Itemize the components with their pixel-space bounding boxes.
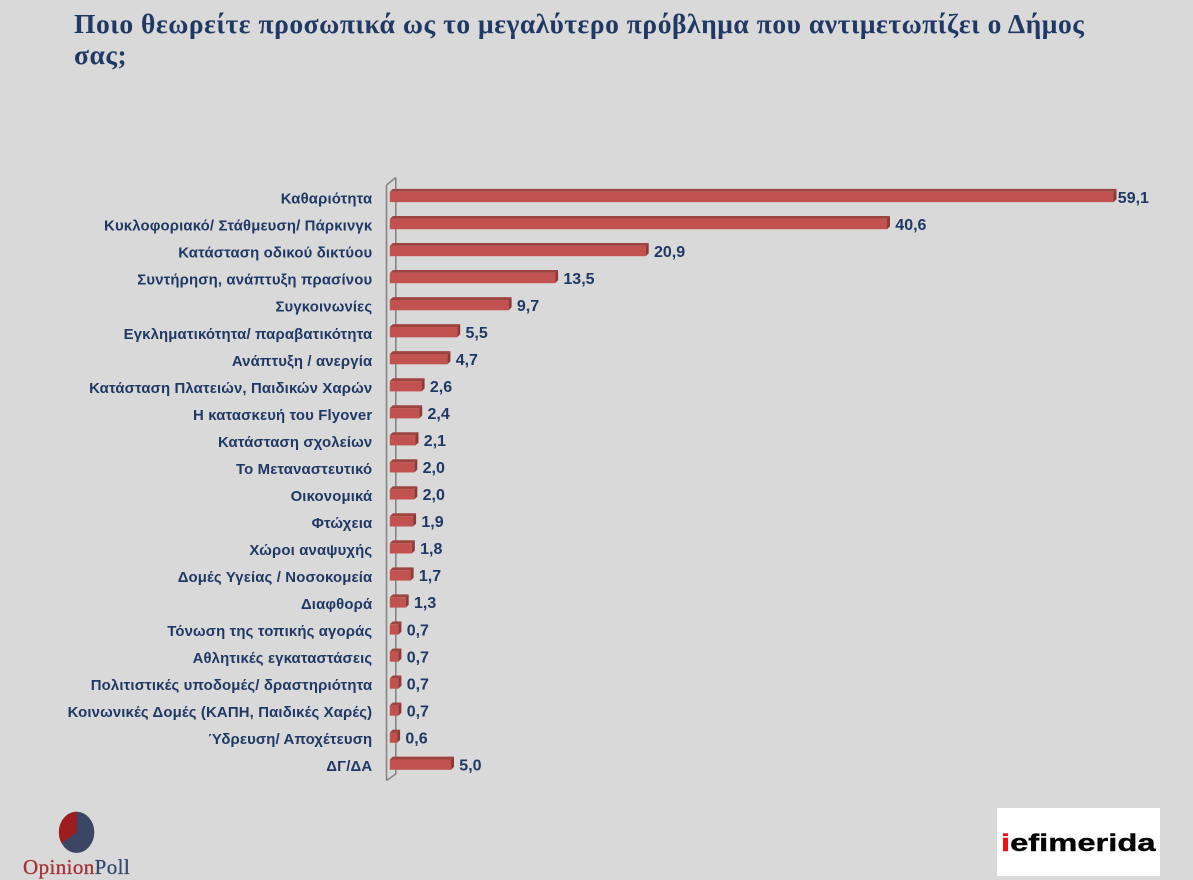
svg-text:9,7: 9,7 xyxy=(517,298,539,315)
svg-text:5,0: 5,0 xyxy=(459,757,481,774)
svg-text:Δομές Υγείας / Νοσοκομεία: Δομές Υγείας / Νοσοκομεία xyxy=(178,570,373,586)
svg-text:Κατάσταση Πλατειών, Παιδικών Χ: Κατάσταση Πλατειών, Παιδικών Χαρών xyxy=(89,381,372,397)
svg-text:Κατάσταση σχολείων: Κατάσταση σχολείων xyxy=(218,435,372,451)
svg-text:Τόνωση της τοπικής αγοράς: Τόνωση της τοπικής αγοράς xyxy=(167,624,372,640)
svg-text:1,8: 1,8 xyxy=(420,541,442,558)
svg-text:Χώροι αναψυχής: Χώροι αναψυχής xyxy=(249,543,372,559)
svg-text:Το Μεταναστευτικό: Το Μεταναστευτικό xyxy=(236,462,372,478)
svg-text:2,0: 2,0 xyxy=(423,460,445,477)
svg-text:5,5: 5,5 xyxy=(466,325,488,342)
svg-text:Καθαριότητα: Καθαριότητα xyxy=(281,192,373,208)
svg-text:Συντήρηση, ανάπτυξη πρασίνου: Συντήρηση, ανάπτυξη πρασίνου xyxy=(137,273,372,289)
svg-text:2,1: 2,1 xyxy=(424,433,446,450)
svg-text:2,4: 2,4 xyxy=(428,406,450,423)
svg-text:1,9: 1,9 xyxy=(421,514,443,531)
svg-text:Ύδρευση/ Αποχέτευση: Ύδρευση/ Αποχέτευση xyxy=(208,732,372,748)
svg-text:1,7: 1,7 xyxy=(419,568,441,585)
svg-text:0,7: 0,7 xyxy=(407,703,429,720)
svg-text:0,7: 0,7 xyxy=(407,622,429,639)
svg-text:2,6: 2,6 xyxy=(430,379,452,396)
svg-text:Συγκοινωνίες: Συγκοινωνίες xyxy=(275,300,372,316)
svg-text:Κατάσταση οδικού δικτύου: Κατάσταση οδικού δικτύου xyxy=(178,246,372,262)
svg-text:Διαφθορά: Διαφθορά xyxy=(301,597,372,613)
svg-text:Κυκλοφοριακό/ Στάθμευση/ Πάρκι: Κυκλοφοριακό/ Στάθμευση/ Πάρκινγκ xyxy=(104,219,373,235)
svg-text:13,5: 13,5 xyxy=(563,271,594,288)
svg-text:Η κατασκευή του Flyover: Η κατασκευή του Flyover xyxy=(193,408,372,424)
svg-text:Ανάπτυξη / ανεργία: Ανάπτυξη / ανεργία xyxy=(232,354,372,370)
svg-text:Οικονομικά: Οικονομικά xyxy=(291,489,373,505)
svg-text:4,7: 4,7 xyxy=(456,352,478,369)
svg-text:ΔΓ/ΔΑ: ΔΓ/ΔΑ xyxy=(326,759,372,775)
svg-text:Αθλητικές εγκαταστάσεις: Αθλητικές εγκαταστάσεις xyxy=(193,651,373,667)
svg-text:Φτώχεια: Φτώχεια xyxy=(312,516,373,532)
svg-text:Κοινωνικές Δομές (ΚΑΠΗ, Παιδικ: Κοινωνικές Δομές (ΚΑΠΗ, Παιδικές Χαρές) xyxy=(68,705,373,721)
svg-text:2,0: 2,0 xyxy=(423,487,445,504)
svg-text:0,7: 0,7 xyxy=(407,649,429,666)
svg-text:0,6: 0,6 xyxy=(405,730,427,747)
svg-text:40,6: 40,6 xyxy=(895,217,926,234)
svg-text:20,9: 20,9 xyxy=(654,244,685,261)
svg-text:1,3: 1,3 xyxy=(414,595,436,612)
svg-text:Πολιτιστικές υποδομές/ δραστηρ: Πολιτιστικές υποδομές/ δραστηριότητα xyxy=(91,678,373,694)
svg-text:59,1: 59,1 xyxy=(1118,190,1149,207)
svg-text:0,7: 0,7 xyxy=(407,676,429,693)
svg-text:Εγκληματικότητα/ παραβατικότητ: Εγκληματικότητα/ παραβατικότητα xyxy=(124,327,373,343)
